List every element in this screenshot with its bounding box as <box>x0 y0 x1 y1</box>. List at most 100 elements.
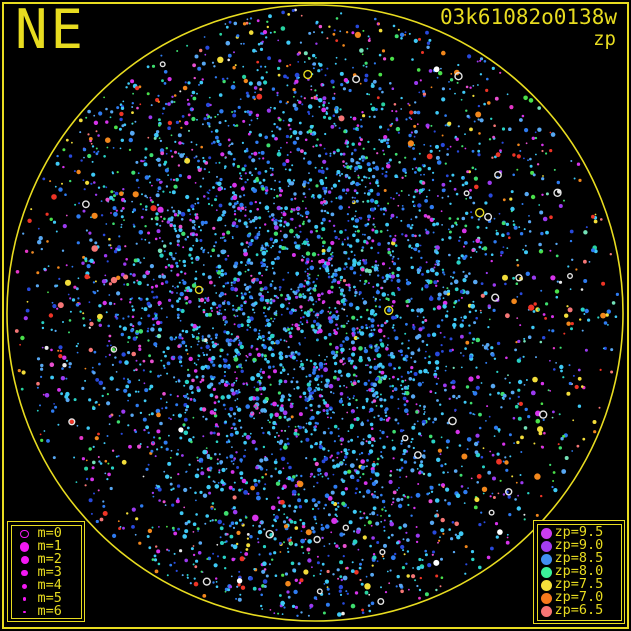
star-dot <box>392 197 395 200</box>
star-dot <box>410 468 415 473</box>
star-dot <box>222 249 227 254</box>
star-dot <box>208 491 212 495</box>
star-dot <box>84 484 87 487</box>
star-dot <box>403 403 407 407</box>
star-dot <box>320 237 323 240</box>
star-dot <box>208 171 211 174</box>
star-dot <box>473 321 477 325</box>
star-dot <box>183 417 188 422</box>
star-dot <box>333 440 336 443</box>
star-dot <box>294 197 297 200</box>
star-dot <box>366 199 370 203</box>
star-dot <box>421 273 424 276</box>
star-dot <box>57 349 60 352</box>
star-dot <box>353 189 357 193</box>
star-dot <box>158 163 162 167</box>
star-dot <box>210 360 214 364</box>
star-dot <box>374 17 377 21</box>
star-dot <box>256 491 260 496</box>
star-dot <box>472 413 475 415</box>
star-dot <box>269 413 274 418</box>
star-dot <box>180 270 183 274</box>
star-ring <box>110 346 118 353</box>
star-dot <box>294 72 300 78</box>
star-dot <box>301 323 304 326</box>
star-dot <box>272 421 277 425</box>
star-dot <box>161 273 164 276</box>
star-dot <box>235 309 239 312</box>
star-dot <box>224 308 227 311</box>
star-dot <box>245 404 250 409</box>
star-dot <box>445 487 450 492</box>
star-dot <box>410 366 414 370</box>
star-dot <box>330 187 333 190</box>
star-dot <box>371 511 376 516</box>
star-dot <box>110 276 118 284</box>
star-dot <box>191 333 194 336</box>
star-dot <box>97 186 101 189</box>
star-dot <box>505 222 510 226</box>
star-dot <box>234 315 237 318</box>
star-dot <box>416 123 419 126</box>
star-dot <box>364 524 366 527</box>
star-dot <box>239 307 243 311</box>
star-dot <box>356 479 360 482</box>
star-dot <box>502 460 505 463</box>
star-dot <box>233 356 239 362</box>
star-dot <box>463 489 468 495</box>
star-dot <box>148 413 151 416</box>
star-dot <box>475 433 480 438</box>
star-dot <box>477 104 481 108</box>
star-dot <box>178 360 183 364</box>
star-dot <box>515 481 518 484</box>
star-dot <box>330 124 335 129</box>
star-dot <box>333 152 336 155</box>
star-dot <box>334 109 339 114</box>
star-dot <box>385 222 389 227</box>
star-dot <box>389 235 392 238</box>
star-dot <box>405 278 408 281</box>
star-dot <box>173 376 176 379</box>
star-dot <box>442 471 445 474</box>
star-dot <box>478 565 482 570</box>
star-dot <box>457 395 461 398</box>
star-dot <box>248 396 253 401</box>
star-dot <box>99 517 104 522</box>
star-dot <box>533 442 536 445</box>
star-dot <box>411 224 414 227</box>
star-dot <box>220 152 225 157</box>
star-dot <box>202 415 205 418</box>
star-dot <box>217 264 222 269</box>
star-dot <box>338 547 340 549</box>
star-dot <box>460 366 463 369</box>
star-dot <box>430 86 433 89</box>
star-dot <box>256 495 261 501</box>
star-dot <box>182 423 186 427</box>
star-dot <box>465 85 469 89</box>
star-dot <box>259 297 265 302</box>
star-dot <box>154 455 157 458</box>
star-dot <box>537 308 541 311</box>
star-dot <box>336 451 340 455</box>
star-dot <box>102 511 108 516</box>
star-dot <box>395 118 399 122</box>
star-dot <box>394 552 397 556</box>
star-dot <box>365 324 368 327</box>
star-dot <box>165 152 168 155</box>
star-dot <box>397 288 401 291</box>
star-dot <box>310 526 315 530</box>
star-dot <box>78 302 81 306</box>
star-dot <box>519 150 522 152</box>
star-dot <box>197 66 202 71</box>
star-dot <box>338 286 341 289</box>
star-dot <box>282 111 285 114</box>
star-dot <box>211 61 215 64</box>
star-dot <box>410 394 416 399</box>
star-dot <box>485 226 488 229</box>
star-dot <box>280 26 286 31</box>
star-dot <box>425 261 428 264</box>
star-dot <box>397 422 400 425</box>
star-dot <box>237 206 241 211</box>
star-dot <box>166 316 168 319</box>
star-dot <box>188 300 192 304</box>
